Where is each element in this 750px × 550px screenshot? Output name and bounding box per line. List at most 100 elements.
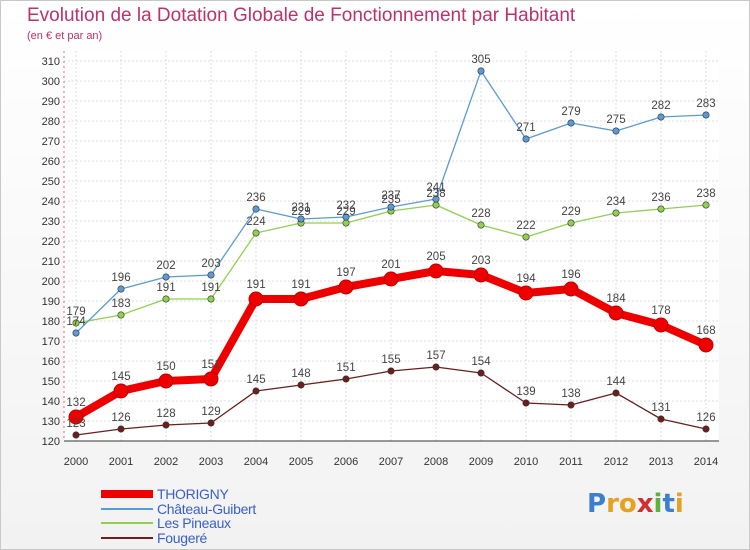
y-tick-label: 120 bbox=[42, 436, 60, 448]
data-label: 191 bbox=[156, 282, 175, 294]
data-label: 139 bbox=[516, 386, 535, 398]
data-label: 203 bbox=[471, 255, 490, 267]
data-point bbox=[72, 329, 80, 337]
data-point bbox=[113, 383, 129, 399]
data-label: 145 bbox=[246, 374, 265, 386]
x-tick-label: 2013 bbox=[649, 456, 673, 468]
data-point bbox=[567, 219, 575, 227]
y-tick-label: 270 bbox=[42, 136, 60, 148]
data-point bbox=[518, 285, 534, 301]
data-label: 179 bbox=[66, 306, 85, 318]
legend-item: THORIGNY bbox=[101, 486, 229, 502]
data-label: 191 bbox=[246, 279, 265, 291]
data-label: 132 bbox=[66, 397, 85, 409]
legend-swatch bbox=[101, 490, 153, 498]
data-point bbox=[698, 337, 714, 353]
data-point bbox=[252, 205, 260, 213]
data-label: 241 bbox=[426, 182, 445, 194]
data-point bbox=[567, 401, 575, 409]
data-label: 183 bbox=[111, 298, 130, 310]
data-point bbox=[522, 135, 530, 143]
data-point bbox=[117, 425, 125, 433]
x-tick-label: 2012 bbox=[604, 456, 628, 468]
logo-letter: P bbox=[587, 489, 607, 519]
data-label: 229 bbox=[336, 206, 355, 218]
logo-letter: t bbox=[662, 489, 675, 519]
data-label: 126 bbox=[111, 412, 130, 424]
data-point bbox=[252, 387, 260, 395]
data-label: 129 bbox=[201, 406, 220, 418]
logo-letter: x bbox=[636, 489, 654, 519]
data-label: 232 bbox=[336, 200, 355, 212]
data-point bbox=[117, 285, 125, 293]
y-tick-label: 200 bbox=[42, 276, 60, 288]
data-point bbox=[477, 369, 485, 377]
data-point bbox=[477, 221, 485, 229]
data-label: 194 bbox=[516, 273, 536, 285]
data-label: 222 bbox=[516, 220, 535, 232]
data-label: 237 bbox=[381, 190, 400, 202]
data-point bbox=[387, 203, 395, 211]
data-label: 229 bbox=[291, 206, 310, 218]
data-point bbox=[428, 263, 444, 279]
y-tick-label: 180 bbox=[42, 316, 60, 328]
data-label: 145 bbox=[111, 371, 130, 383]
y-tick-label: 260 bbox=[42, 156, 60, 168]
data-point bbox=[657, 205, 665, 213]
data-label: 191 bbox=[291, 279, 310, 291]
data-point bbox=[203, 371, 219, 387]
x-tick-label: 2006 bbox=[334, 456, 358, 468]
legend-label: THORIGNY bbox=[157, 486, 229, 502]
data-point bbox=[567, 119, 575, 127]
y-tick-label: 250 bbox=[42, 176, 60, 188]
data-label: 123 bbox=[66, 418, 85, 430]
data-label: 236 bbox=[651, 192, 670, 204]
legend-swatch bbox=[101, 507, 153, 510]
data-label: 279 bbox=[561, 106, 580, 118]
x-tick-label: 2014 bbox=[694, 456, 718, 468]
data-label: 128 bbox=[156, 408, 175, 420]
data-point bbox=[387, 367, 395, 375]
data-label: 151 bbox=[336, 362, 355, 374]
data-point bbox=[297, 381, 305, 389]
data-label: 148 bbox=[291, 368, 310, 380]
data-label: 238 bbox=[696, 188, 715, 200]
legend-swatch bbox=[101, 522, 153, 524]
data-label: 144 bbox=[606, 376, 626, 388]
proxiti-logo: Proxiti bbox=[587, 489, 684, 519]
data-label: 168 bbox=[696, 325, 715, 337]
data-label: 196 bbox=[111, 272, 130, 284]
chart-title: Evolution de la Dotation Globale de Fonc… bbox=[27, 5, 576, 26]
data-label: 203 bbox=[201, 258, 220, 270]
x-tick-label: 2008 bbox=[424, 456, 448, 468]
data-label: 196 bbox=[561, 269, 580, 281]
data-point bbox=[297, 215, 305, 223]
data-point bbox=[702, 111, 710, 119]
y-tick-label: 290 bbox=[42, 96, 60, 108]
data-point bbox=[383, 271, 399, 287]
data-point bbox=[117, 311, 125, 319]
data-point bbox=[522, 233, 530, 241]
data-label: 235 bbox=[381, 194, 400, 206]
x-tick-label: 2005 bbox=[289, 456, 313, 468]
logo-letter: o bbox=[618, 489, 637, 519]
x-tick-label: 2009 bbox=[469, 456, 493, 468]
data-point bbox=[432, 363, 440, 371]
data-label: 238 bbox=[426, 188, 445, 200]
legend-label: Château-Guibert bbox=[157, 500, 257, 517]
data-label: 228 bbox=[471, 208, 490, 220]
data-point bbox=[162, 295, 170, 303]
y-tick-label: 170 bbox=[42, 336, 60, 348]
logo-letter: i bbox=[653, 489, 663, 519]
data-point bbox=[72, 431, 80, 439]
data-label: 283 bbox=[696, 98, 715, 110]
y-tick-label: 220 bbox=[42, 236, 60, 248]
y-tick-label: 190 bbox=[42, 296, 60, 308]
data-label: 234 bbox=[606, 196, 626, 208]
data-label: 184 bbox=[606, 293, 626, 305]
data-label: 201 bbox=[381, 259, 400, 271]
data-point bbox=[293, 291, 309, 307]
data-point bbox=[608, 305, 624, 321]
